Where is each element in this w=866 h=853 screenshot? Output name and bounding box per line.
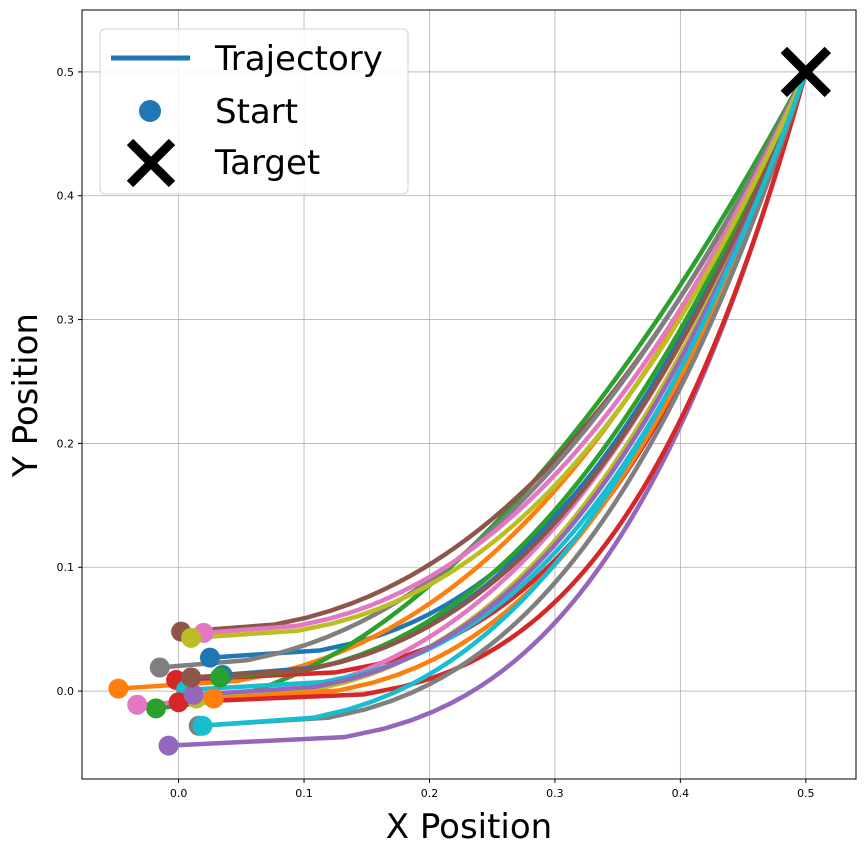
target-x-stroke-2 bbox=[780, 46, 832, 98]
start-point-14 bbox=[168, 692, 189, 713]
start-point-19 bbox=[181, 627, 202, 648]
x-tick-label: 0.1 bbox=[295, 787, 313, 800]
ticks: 0.0 0.1 0.2 0.3 0.4 0.5 0.0 0.1 0.2 0.3 0.4 0.5 bbox=[57, 66, 815, 800]
y-tick-label: 0.3 bbox=[57, 314, 75, 327]
start-point-20 bbox=[192, 715, 213, 736]
legend: Trajectory Start Target bbox=[99, 28, 409, 195]
x-axis-label: X Position bbox=[386, 807, 552, 847]
x-tick-label: 0.3 bbox=[546, 787, 564, 800]
start-point-2 bbox=[108, 678, 129, 699]
trajectory-line-3 bbox=[153, 69, 809, 711]
start-point-5 bbox=[158, 735, 179, 756]
y-tick-label: 0.0 bbox=[57, 685, 75, 698]
y-tick-label: 0.2 bbox=[57, 437, 75, 450]
x-tick-label: 0.5 bbox=[797, 787, 815, 800]
trajectory-line-14 bbox=[176, 69, 809, 705]
start-point-3 bbox=[146, 698, 167, 719]
start-point-13 bbox=[209, 667, 230, 688]
legend-trajectory-label: Trajectory bbox=[214, 39, 383, 79]
x-tick-label: 0.0 bbox=[170, 787, 188, 800]
trajectories bbox=[116, 69, 809, 748]
start-point-8 bbox=[149, 657, 170, 678]
start-point-7 bbox=[127, 694, 148, 715]
legend-target-label: Target bbox=[214, 143, 320, 183]
start-point-16 bbox=[181, 667, 202, 688]
y-tick-label: 0.5 bbox=[57, 66, 75, 79]
y-tick-label: 0.4 bbox=[57, 190, 75, 203]
target-marker bbox=[780, 46, 832, 98]
start-point-1 bbox=[199, 647, 220, 668]
start-point-12 bbox=[203, 688, 224, 709]
legend-target-swatch bbox=[126, 138, 176, 188]
legend-start-swatch bbox=[139, 100, 161, 122]
x-tick-label: 0.4 bbox=[672, 787, 690, 800]
trajectory-line-20 bbox=[200, 69, 809, 728]
legend-box bbox=[99, 28, 409, 195]
x-tick-label: 0.2 bbox=[421, 787, 439, 800]
trajectory-line-19 bbox=[188, 69, 809, 641]
trajectory-line-18 bbox=[196, 69, 809, 728]
trajectory-line-16 bbox=[188, 69, 809, 680]
start-point-15 bbox=[183, 684, 204, 705]
legend-start-label: Start bbox=[215, 92, 298, 132]
y-tick-label: 0.1 bbox=[57, 561, 75, 574]
y-axis-label: Y Position bbox=[6, 313, 46, 478]
plot-frame bbox=[81, 9, 857, 780]
start-markers bbox=[108, 621, 233, 756]
